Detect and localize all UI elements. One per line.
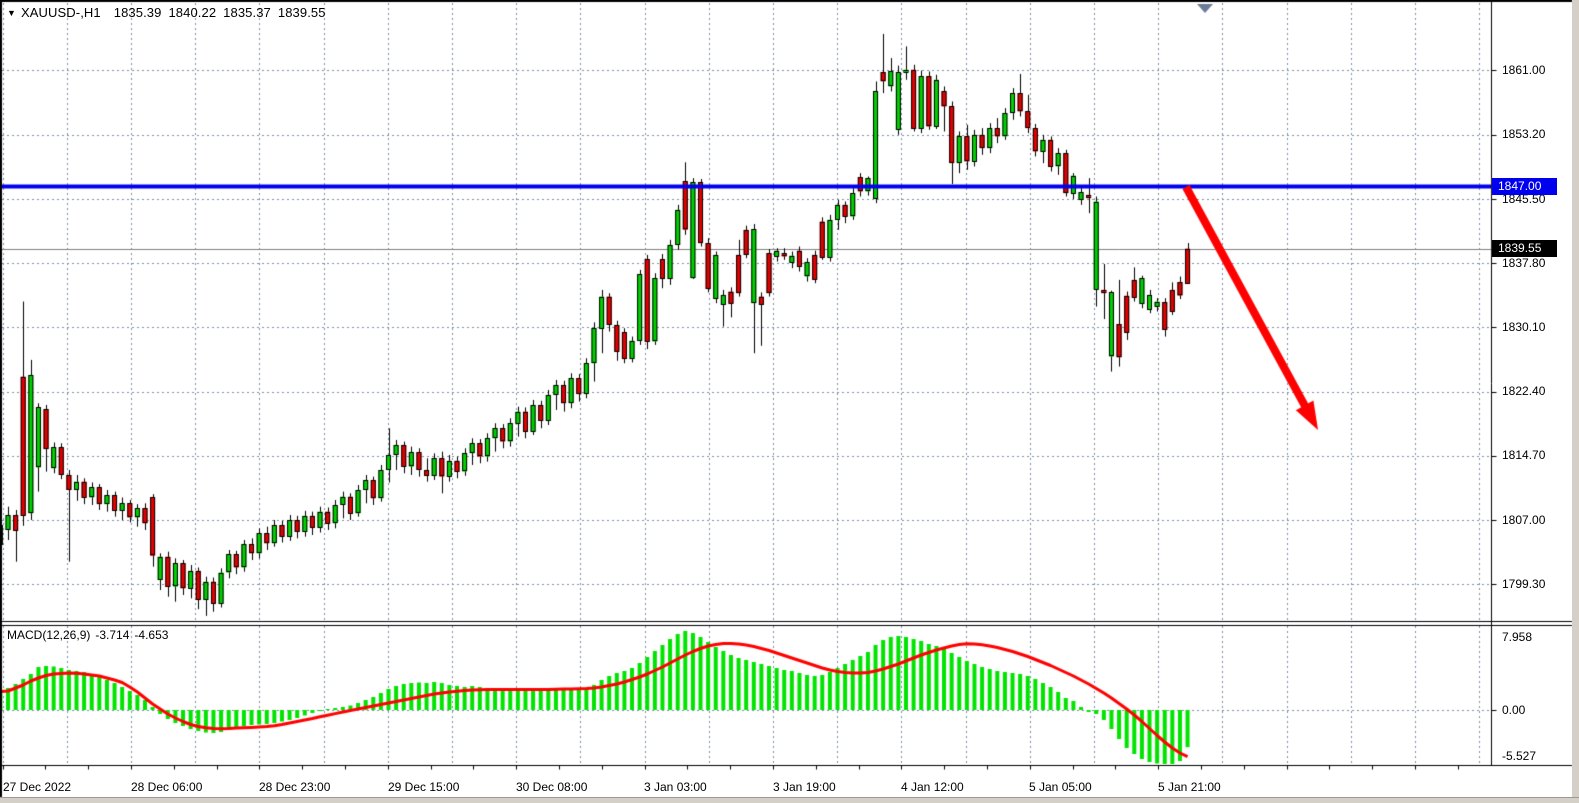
chart-title: ▼ XAUUSD-,H1 1835.39 1840.22 1835.37 183… bbox=[7, 5, 333, 20]
time-axis-label: 28 Dec 23:00 bbox=[259, 780, 331, 794]
indicator-title: MACD(12,26,9) -3.714 -4.653 bbox=[7, 628, 173, 642]
macd-scale-min: -5.527 bbox=[1502, 749, 1537, 763]
macd-scale-zero: 0.00 bbox=[1502, 703, 1526, 717]
symbol-dropdown-icon[interactable]: ▼ bbox=[7, 7, 17, 18]
time-axis-label: 28 Dec 06:00 bbox=[131, 780, 203, 794]
price-axis-label: 1830.10 bbox=[1502, 320, 1546, 334]
ohlc-close: 1839.55 bbox=[277, 5, 326, 20]
window-right-edge bbox=[1572, 0, 1579, 803]
macd-scale-max: 7.958 bbox=[1502, 630, 1533, 644]
price-axis-label: 1853.20 bbox=[1502, 127, 1546, 141]
window-bottom-edge bbox=[0, 797, 1579, 803]
time-axis-label: 30 Dec 08:00 bbox=[516, 780, 588, 794]
price-axis-label: 1799.30 bbox=[1502, 577, 1546, 591]
price-axis-label: 1837.80 bbox=[1502, 256, 1546, 270]
price-axis-label: 1845.50 bbox=[1502, 192, 1546, 206]
time-axis-label: 3 Jan 03:00 bbox=[644, 780, 707, 794]
time-axis-label: 27 Dec 2022 bbox=[3, 780, 72, 794]
price-axis-label: 1822.40 bbox=[1502, 384, 1546, 398]
ohlc-low: 1835.37 bbox=[223, 5, 271, 20]
ohlc-high: 1840.22 bbox=[168, 5, 217, 20]
time-axis-label: 29 Dec 15:00 bbox=[388, 780, 460, 794]
last-price-badge: 1839.55 bbox=[1492, 240, 1557, 257]
hline-price-badge: 1847.00 bbox=[1492, 178, 1557, 195]
indicator-signal-value: -4.653 bbox=[134, 628, 169, 642]
indicator-label: MACD(12,26,9) bbox=[7, 628, 91, 642]
time-axis-label: 5 Jan 21:00 bbox=[1158, 780, 1221, 794]
ohlc-open: 1835.39 bbox=[113, 5, 162, 20]
time-axis-label: 4 Jan 12:00 bbox=[901, 780, 964, 794]
time-axis-label: 3 Jan 19:00 bbox=[773, 780, 836, 794]
price-axis-label: 1814.70 bbox=[1502, 448, 1546, 462]
indicator-macd-value: -3.714 bbox=[95, 628, 130, 642]
price-axis-label: 1807.00 bbox=[1502, 513, 1546, 527]
symbol-period-label: XAUUSD-,H1 bbox=[21, 5, 101, 20]
time-axis-label: 5 Jan 05:00 bbox=[1029, 780, 1092, 794]
price-axis-label: 1861.00 bbox=[1502, 63, 1546, 77]
